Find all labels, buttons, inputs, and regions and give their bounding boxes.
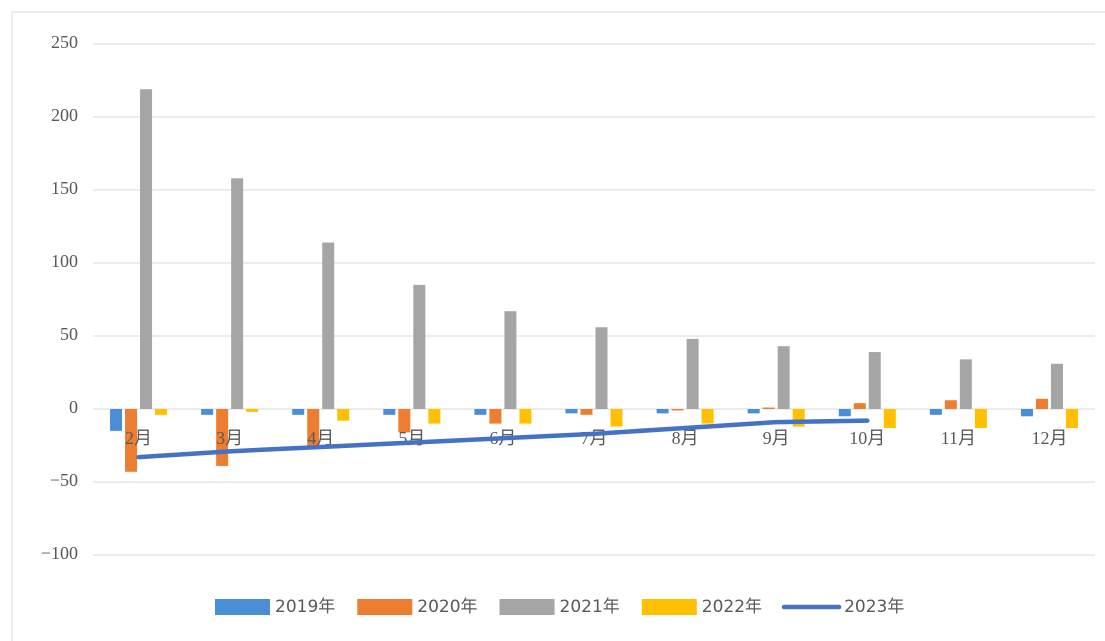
x-tick-label: 3月 xyxy=(216,428,243,448)
bar xyxy=(883,409,896,428)
bar xyxy=(474,409,487,415)
bar xyxy=(1065,409,1078,428)
bar xyxy=(944,400,957,409)
x-tick-label: 4月 xyxy=(307,428,334,448)
bar xyxy=(307,409,320,447)
bar xyxy=(686,338,699,409)
bar xyxy=(671,409,684,411)
bar xyxy=(701,409,714,424)
bar xyxy=(595,327,608,409)
bar xyxy=(838,409,851,417)
bar xyxy=(929,409,942,415)
bar xyxy=(504,311,517,409)
bar xyxy=(489,409,502,424)
y-tick-label: 200 xyxy=(51,105,78,125)
y-tick-label: 50 xyxy=(60,324,78,344)
legend-label: 2023年 xyxy=(844,597,904,617)
bar xyxy=(1035,398,1048,409)
bar xyxy=(959,359,972,409)
y-tick-label: −50 xyxy=(50,470,78,490)
x-tick-label: 2月 xyxy=(125,428,152,448)
x-tick-label: 12月 xyxy=(1031,428,1067,448)
bar xyxy=(519,409,532,424)
bar xyxy=(292,409,305,415)
legend-swatch xyxy=(499,599,555,615)
bar xyxy=(231,178,244,409)
bar xyxy=(1050,363,1063,409)
legend-swatch xyxy=(215,599,270,615)
y-tick-label: 150 xyxy=(51,178,78,198)
x-tick-label: 8月 xyxy=(672,428,699,448)
bar xyxy=(974,409,987,428)
chart-border xyxy=(11,11,1105,641)
legend-swatch xyxy=(641,599,697,615)
bar xyxy=(398,409,411,433)
bar xyxy=(110,409,123,431)
x-tick-label: 10月 xyxy=(849,428,885,448)
bar xyxy=(853,403,866,409)
bar xyxy=(201,409,214,415)
legend-label: 2021年 xyxy=(560,597,620,617)
bar xyxy=(656,409,669,414)
bar xyxy=(1020,409,1033,417)
x-tick-label: 11月 xyxy=(941,428,976,448)
bar xyxy=(413,284,426,409)
legend-label: 2020年 xyxy=(417,597,477,617)
bar xyxy=(155,409,168,415)
bar xyxy=(428,409,441,424)
bar xyxy=(777,346,790,409)
legend-swatch xyxy=(357,599,413,615)
bar xyxy=(580,409,593,415)
bar xyxy=(322,242,335,409)
bar xyxy=(246,409,259,412)
legend-label: 2022年 xyxy=(702,597,762,617)
y-tick-label: 250 xyxy=(51,32,78,52)
bar xyxy=(140,89,153,409)
bar xyxy=(337,409,350,421)
bar xyxy=(868,352,881,409)
bar xyxy=(383,409,396,415)
y-tick-label: 100 xyxy=(51,251,78,271)
x-tick-label: 9月 xyxy=(763,428,790,448)
bar xyxy=(610,409,623,427)
legend-label: 2019年 xyxy=(275,597,335,617)
bar xyxy=(747,409,760,414)
line xyxy=(136,418,870,460)
bar xyxy=(125,409,138,472)
y-tick-label: −100 xyxy=(41,543,78,563)
bar xyxy=(565,409,578,414)
bar xyxy=(762,407,775,409)
y-tick-label: 0 xyxy=(69,397,78,417)
